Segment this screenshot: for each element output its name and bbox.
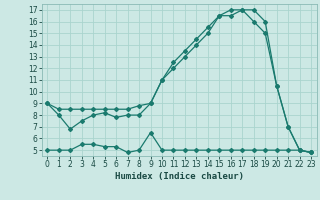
X-axis label: Humidex (Indice chaleur): Humidex (Indice chaleur) [115,172,244,181]
